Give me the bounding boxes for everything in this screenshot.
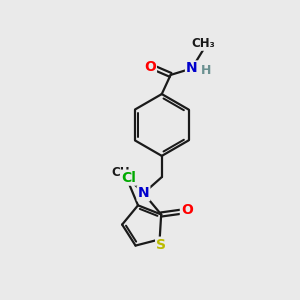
Text: CH₃: CH₃ [192,37,215,50]
Text: O: O [181,203,193,217]
Text: N: N [138,186,149,200]
Text: N: N [186,61,198,75]
Text: Cl: Cl [121,171,136,185]
Text: S: S [156,238,166,252]
Text: H: H [201,64,211,77]
Text: CH₃: CH₃ [112,166,135,178]
Text: O: O [144,60,156,74]
